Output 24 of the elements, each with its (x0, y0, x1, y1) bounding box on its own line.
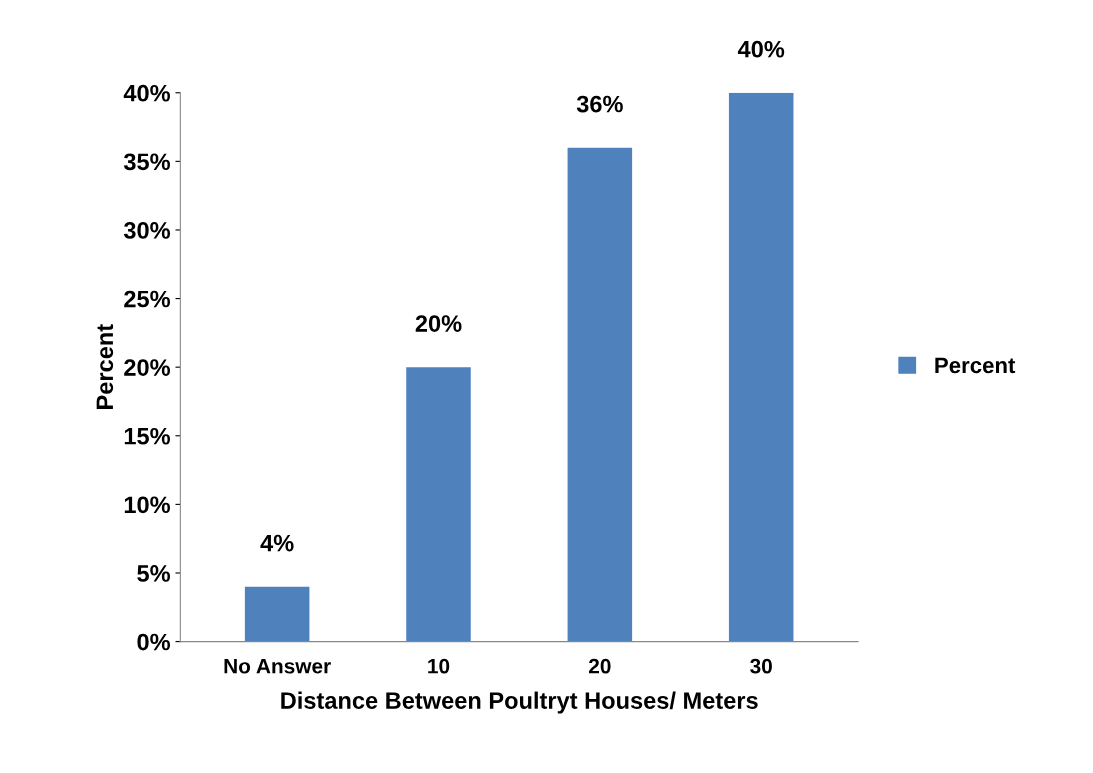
x-tick-label: 20 (588, 658, 611, 674)
x-tick-label: No Answer (224, 659, 331, 674)
y-tick-label: 25% (124, 290, 170, 308)
legend-label: Percent (935, 357, 1016, 374)
bar (406, 367, 471, 642)
data-label: 40% (737, 40, 785, 58)
y-tick-label: 20% (124, 359, 170, 376)
x-axis-title: Distance Between Poultryt Houses/ Meters (281, 691, 758, 714)
bar (728, 92, 794, 642)
data-label: 36% (576, 95, 623, 113)
bar (567, 147, 633, 642)
x-tick-label: 10 (428, 658, 450, 674)
y-tick-label: 5% (137, 565, 170, 582)
y-tick-label: 40% (123, 84, 170, 102)
y-tick-label: 15% (124, 427, 170, 445)
y-tick-label: 30% (123, 222, 170, 239)
data-label: 4% (260, 534, 294, 552)
data-label: 20% (415, 315, 462, 332)
bar (244, 586, 310, 642)
y-tick-label: 10% (124, 496, 170, 514)
y-axis-title: Percent (96, 324, 114, 409)
y-tick-label: 35% (123, 153, 170, 171)
x-tick-label: 30 (750, 658, 772, 674)
y-tick-label: 0% (137, 633, 170, 651)
